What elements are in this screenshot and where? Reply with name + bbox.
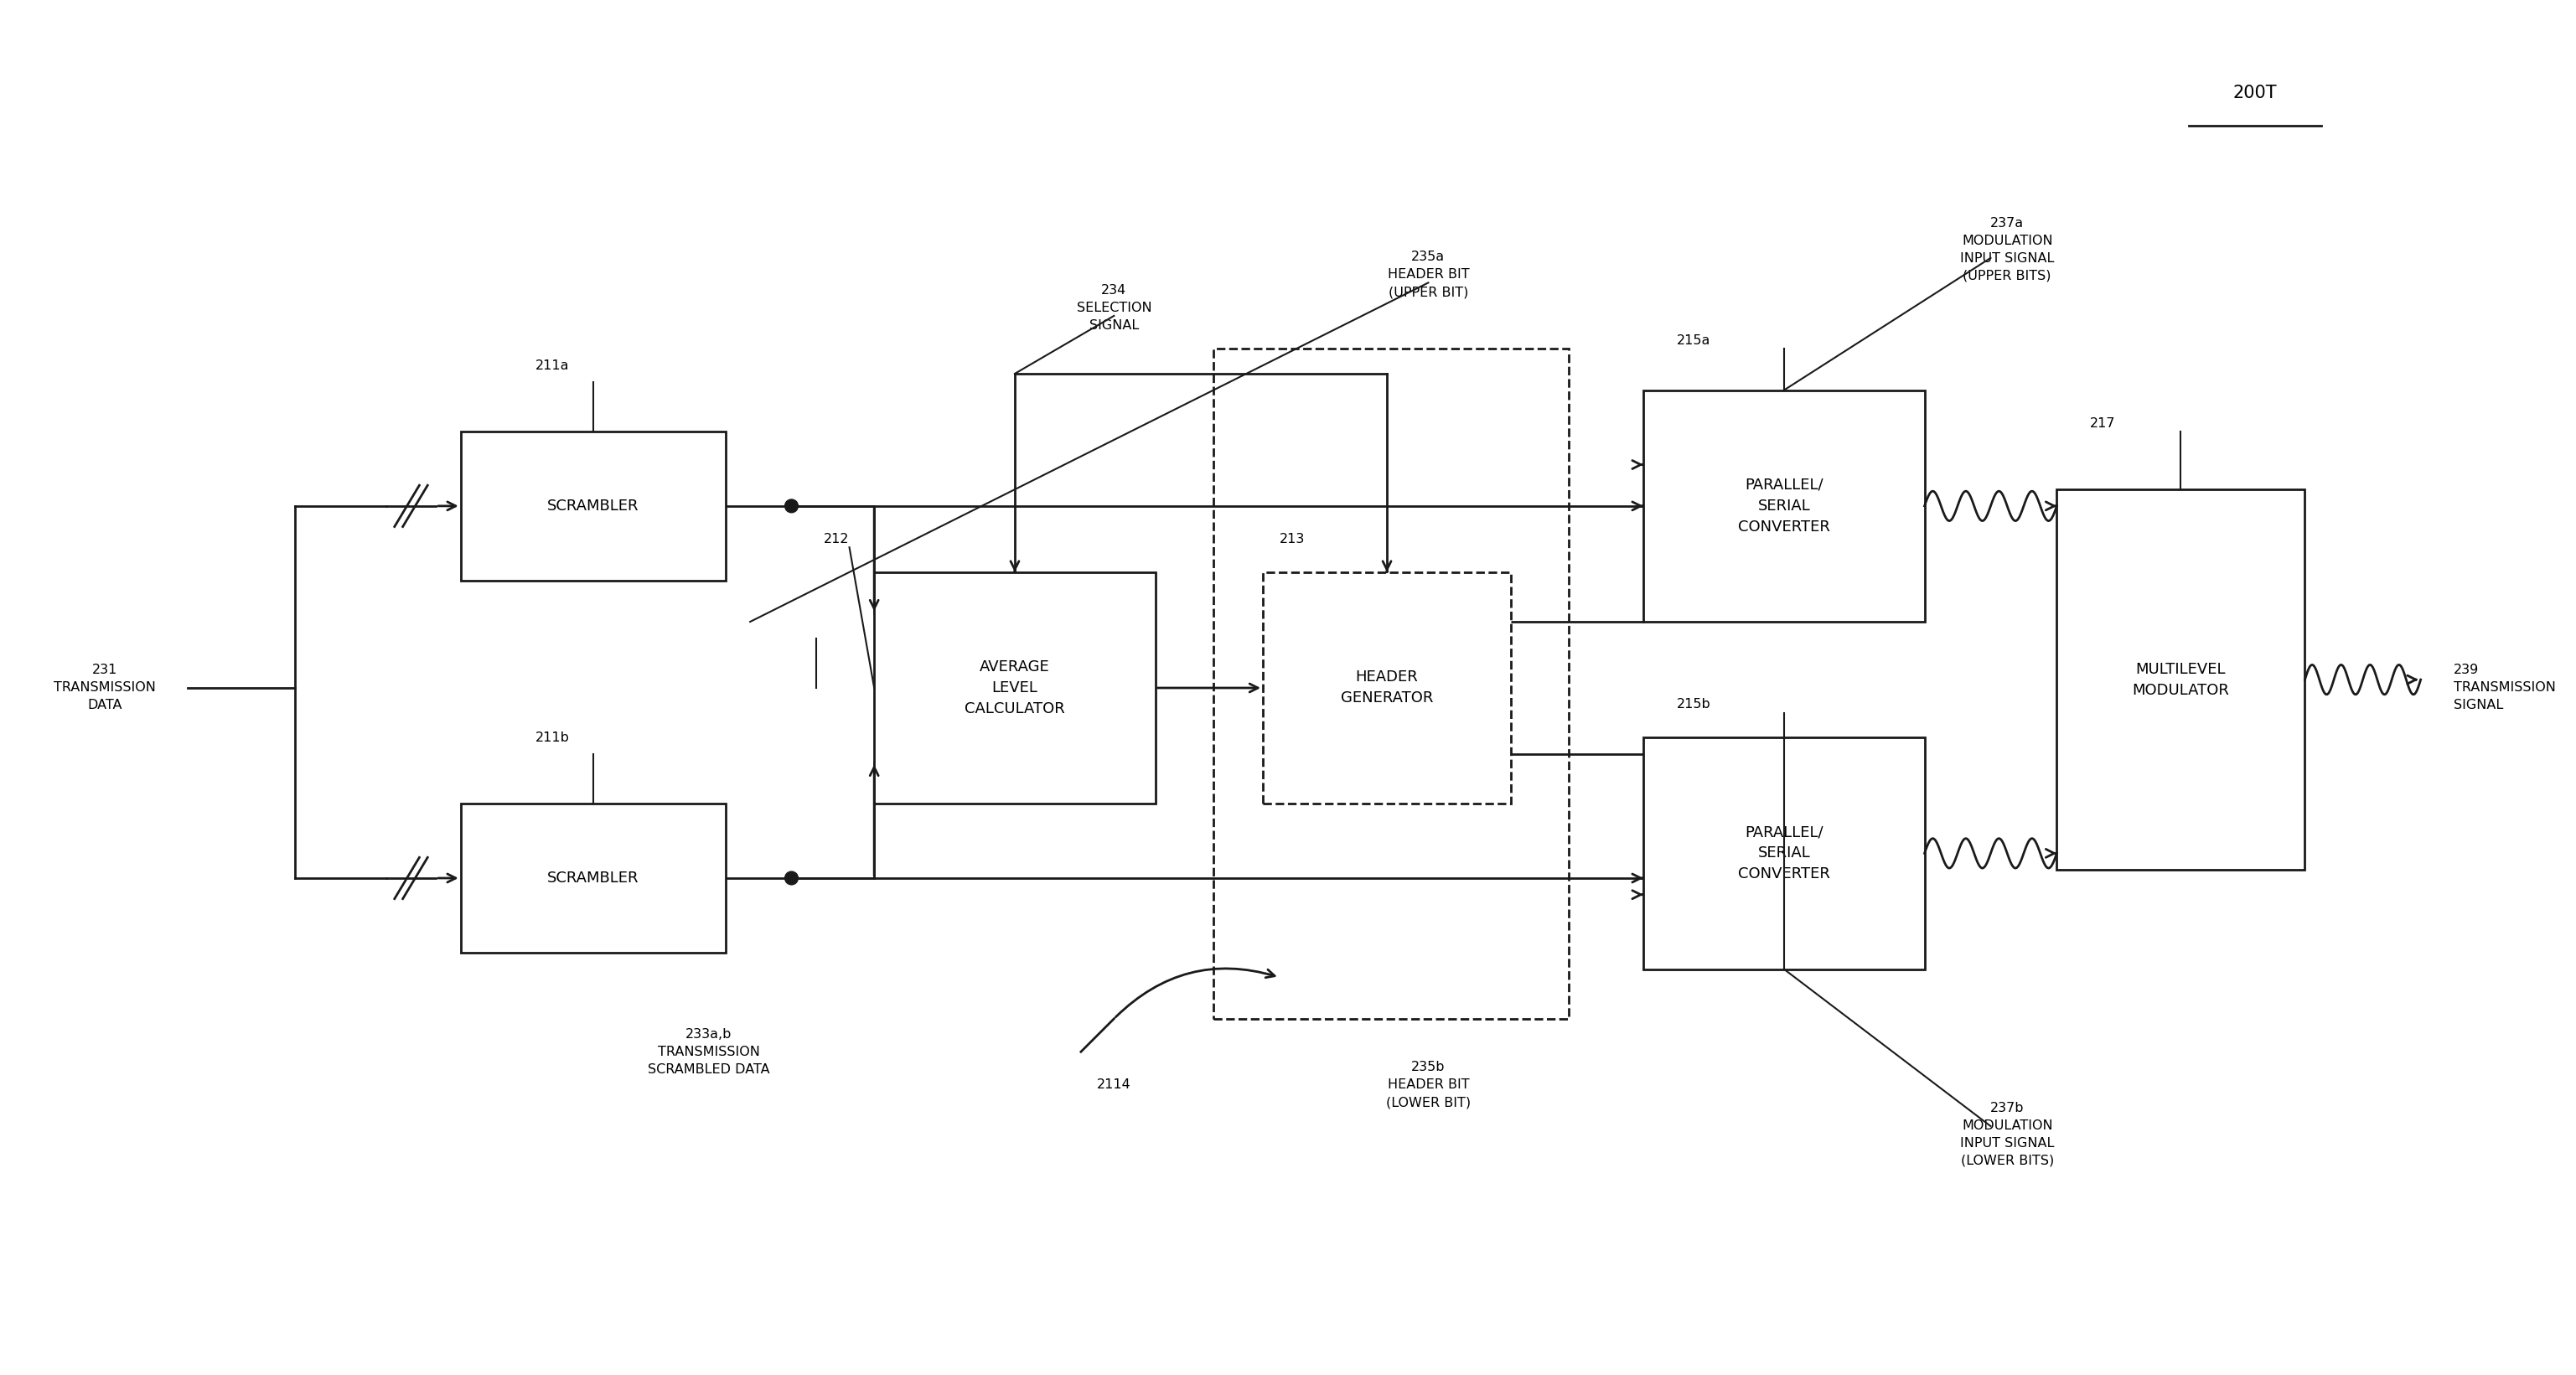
- FancyBboxPatch shape: [873, 572, 1157, 803]
- Text: 237b
MODULATION
INPUT SIGNAL
(LOWER BITS): 237b MODULATION INPUT SIGNAL (LOWER BITS…: [1960, 1101, 2053, 1167]
- Circle shape: [786, 499, 799, 513]
- Text: 200T: 200T: [2233, 84, 2277, 100]
- Text: 215b: 215b: [1677, 699, 1710, 711]
- Text: MULTILEVEL
MODULATOR: MULTILEVEL MODULATOR: [2133, 661, 2228, 697]
- FancyBboxPatch shape: [2056, 490, 2306, 870]
- Text: 213: 213: [1280, 532, 1306, 546]
- Text: HEADER
GENERATOR: HEADER GENERATOR: [1340, 670, 1432, 705]
- Text: 2114: 2114: [1097, 1078, 1131, 1092]
- Text: 234
SELECTION
SIGNAL: 234 SELECTION SIGNAL: [1077, 283, 1151, 331]
- Text: 237a
MODULATION
INPUT SIGNAL
(UPPER BITS): 237a MODULATION INPUT SIGNAL (UPPER BITS…: [1960, 217, 2053, 282]
- FancyBboxPatch shape: [461, 803, 726, 953]
- Text: 231
TRANSMISSION
DATA: 231 TRANSMISSION DATA: [54, 664, 157, 712]
- Text: SCRAMBLER: SCRAMBLER: [546, 499, 639, 513]
- Circle shape: [786, 872, 799, 884]
- FancyBboxPatch shape: [1643, 737, 1924, 969]
- FancyBboxPatch shape: [461, 432, 726, 580]
- Text: 211a: 211a: [536, 359, 569, 371]
- FancyBboxPatch shape: [1643, 390, 1924, 622]
- Text: 215a: 215a: [1677, 334, 1710, 346]
- FancyBboxPatch shape: [1262, 572, 1512, 803]
- Text: 235b
HEADER BIT
(LOWER BIT): 235b HEADER BIT (LOWER BIT): [1386, 1062, 1471, 1108]
- Text: AVERAGE
LEVEL
CALCULATOR: AVERAGE LEVEL CALCULATOR: [963, 660, 1064, 716]
- Text: PARALLEL/
SERIAL
CONVERTER: PARALLEL/ SERIAL CONVERTER: [1739, 477, 1829, 535]
- Text: PARALLEL/
SERIAL
CONVERTER: PARALLEL/ SERIAL CONVERTER: [1739, 825, 1829, 881]
- Text: 235a
HEADER BIT
(UPPER BIT): 235a HEADER BIT (UPPER BIT): [1388, 250, 1468, 298]
- Text: 239
TRANSMISSION
SIGNAL: 239 TRANSMISSION SIGNAL: [2455, 664, 2555, 712]
- Text: 211b: 211b: [536, 732, 569, 744]
- Text: 212: 212: [824, 532, 850, 546]
- Text: 233a,b
TRANSMISSION
SCRAMBLED DATA: 233a,b TRANSMISSION SCRAMBLED DATA: [647, 1028, 770, 1075]
- Text: 217: 217: [2089, 417, 2115, 429]
- Text: SCRAMBLER: SCRAMBLER: [546, 870, 639, 885]
